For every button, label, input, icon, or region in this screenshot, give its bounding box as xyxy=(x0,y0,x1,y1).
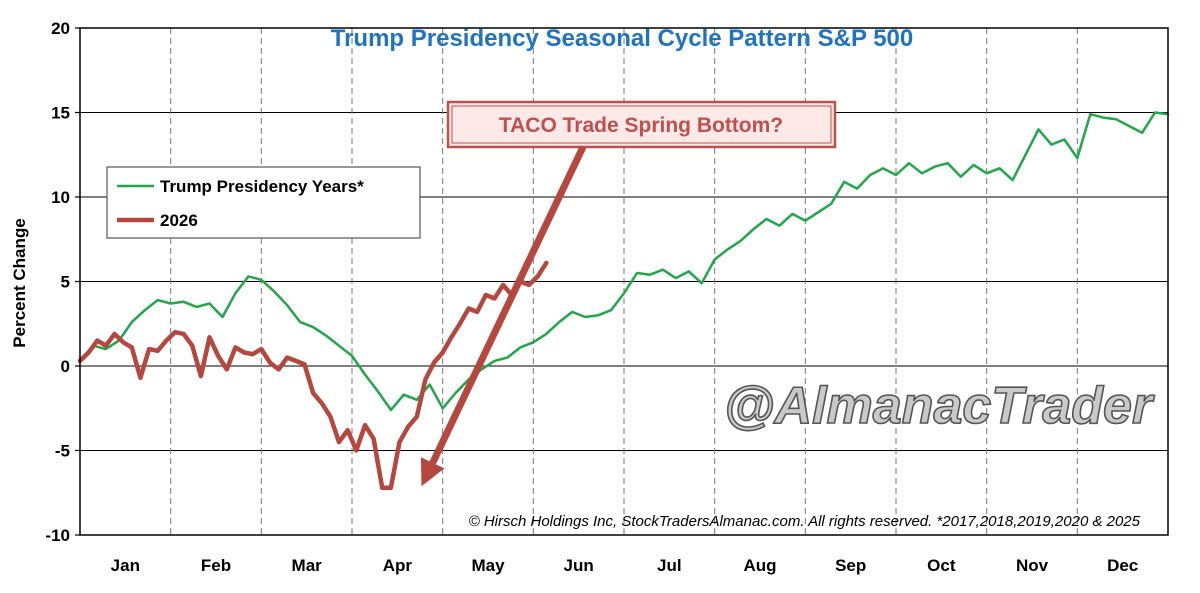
arrow-shaft xyxy=(429,145,587,465)
y-tick-label: -10 xyxy=(45,526,70,545)
y-tick-label: 0 xyxy=(61,357,70,376)
chart-title: Trump Presidency Seasonal Cycle Pattern … xyxy=(331,25,914,52)
y-axis-label: Percent Change xyxy=(10,218,29,347)
callout-text: TACO Trade Spring Bottom? xyxy=(499,114,783,137)
series-line-2026 xyxy=(77,260,549,490)
y-tick-label: 10 xyxy=(51,188,70,207)
series-group xyxy=(77,111,1170,490)
legend-box xyxy=(106,166,421,239)
axes: 20 15 10 5 0 -5 -10 Jan Feb Mar Apr May Jun Jul Aug Sep… xyxy=(45,19,1138,575)
x-tick-label: Jul xyxy=(657,556,682,575)
x-tick-label: Dec xyxy=(1107,556,1138,575)
x-tick-label: Apr xyxy=(383,556,413,575)
callout-inner-border xyxy=(451,105,832,144)
x-tick-label: Jan xyxy=(111,556,140,575)
y-tick-label: 15 xyxy=(51,104,70,123)
watermark-text: @AlmanacTrader xyxy=(724,377,1155,435)
x-tick-label: Aug xyxy=(743,556,776,575)
x-tick-label: Jun xyxy=(564,556,594,575)
copyright-credit: © Hirsch Holdings Inc, StockTradersAlman… xyxy=(469,513,1141,530)
legend-label-trump-presidency: Trump Presidency Years* xyxy=(160,177,364,196)
legend-label-2026: 2026 xyxy=(160,211,198,230)
callout-box xyxy=(446,100,837,149)
y-tick-label: 5 xyxy=(61,273,70,292)
callout-arrow xyxy=(420,145,587,487)
legend: Trump Presidency Years* 2026 xyxy=(106,166,421,239)
callout: TACO Trade Spring Bottom? xyxy=(446,100,837,149)
x-tick-label: May xyxy=(471,556,505,575)
x-tick-label: Sep xyxy=(835,556,866,575)
x-tick-label: Oct xyxy=(927,556,956,575)
arrow-head xyxy=(420,457,445,487)
x-tick-label: Feb xyxy=(201,556,231,575)
series-line-trump-presidency xyxy=(78,111,1170,412)
y-tick-label: 20 xyxy=(51,19,70,38)
x-tick-label: Mar xyxy=(292,556,323,575)
y-tick-label: -5 xyxy=(55,442,70,461)
x-tick-label: Nov xyxy=(1016,556,1049,575)
